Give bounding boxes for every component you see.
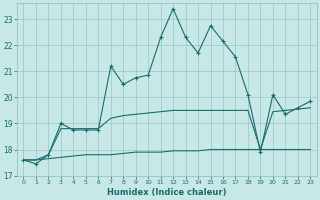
- X-axis label: Humidex (Indice chaleur): Humidex (Indice chaleur): [107, 188, 227, 197]
